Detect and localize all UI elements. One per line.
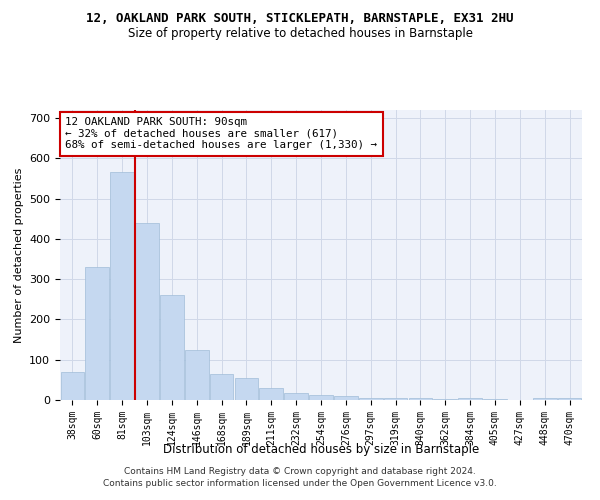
Bar (309, 395, 333, 400)
Text: Size of property relative to detached houses in Barnstaple: Size of property relative to detached ho… (128, 28, 473, 40)
Bar (210, 374, 233, 400)
Text: Distribution of detached houses by size in Barnstaple: Distribution of detached houses by size … (163, 442, 479, 456)
Bar (433, 399, 457, 400)
Bar (85, 267, 109, 400)
Bar (458, 398, 482, 400)
Bar (259, 388, 283, 400)
Text: Contains public sector information licensed under the Open Government Licence v3: Contains public sector information licen… (103, 479, 497, 488)
Y-axis label: Number of detached properties: Number of detached properties (14, 168, 23, 342)
Text: 12 OAKLAND PARK SOUTH: 90sqm
← 32% of detached houses are smaller (617)
68% of s: 12 OAKLAND PARK SOUTH: 90sqm ← 32% of de… (65, 117, 377, 150)
Bar (384, 398, 407, 400)
Bar (135, 223, 159, 400)
Text: Contains HM Land Registry data © Crown copyright and database right 2024.: Contains HM Land Registry data © Crown c… (124, 468, 476, 476)
Bar (185, 350, 209, 400)
Bar (160, 296, 184, 400)
Bar (110, 172, 134, 400)
Bar (359, 398, 383, 400)
Bar (284, 393, 308, 400)
Bar (235, 378, 258, 400)
Bar (558, 398, 581, 400)
Bar (61, 372, 84, 400)
Bar (533, 398, 557, 400)
Text: 12, OAKLAND PARK SOUTH, STICKLEPATH, BARNSTAPLE, EX31 2HU: 12, OAKLAND PARK SOUTH, STICKLEPATH, BAR… (86, 12, 514, 26)
Bar (409, 398, 432, 400)
Bar (334, 396, 358, 400)
Bar (483, 399, 507, 400)
